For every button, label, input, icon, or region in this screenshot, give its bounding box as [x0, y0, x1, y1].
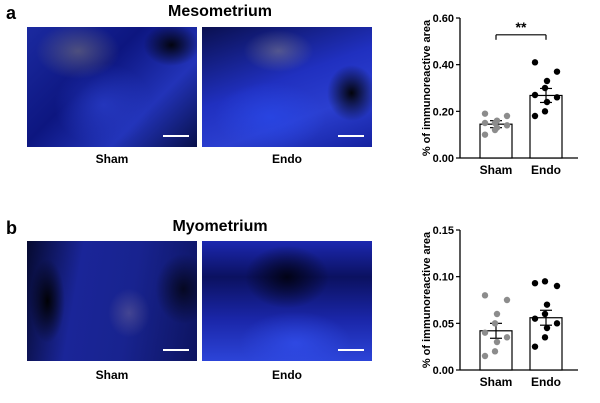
data-point	[541, 278, 549, 285]
data-point	[543, 324, 551, 332]
data-point	[541, 310, 549, 318]
scale-bar	[163, 135, 189, 137]
data-point	[531, 343, 539, 350]
micrograph-mesometrium-sham	[27, 27, 197, 147]
data-point	[481, 110, 489, 117]
data-point	[491, 348, 499, 355]
data-point	[543, 301, 551, 308]
significance-label: **	[516, 19, 527, 35]
scale-bar	[338, 349, 364, 351]
data-point	[541, 108, 549, 115]
micrograph-myometrium-endo	[202, 241, 372, 361]
data-point	[481, 131, 489, 138]
image-label-endo: Endo	[272, 368, 302, 382]
y-tick-label: 0.60	[433, 13, 454, 25]
data-point	[531, 315, 539, 322]
data-point	[541, 84, 549, 92]
data-point	[493, 310, 501, 318]
data-point	[553, 320, 561, 327]
scale-bar	[163, 349, 189, 351]
data-point	[531, 280, 539, 287]
y-tick-label: 0.00	[433, 153, 454, 165]
data-point	[543, 77, 551, 85]
data-point	[481, 352, 489, 360]
y-tick-label: 0.00	[433, 365, 454, 377]
data-point	[543, 98, 551, 106]
bar-endo	[529, 94, 563, 159]
data-point	[553, 282, 561, 290]
data-point	[503, 296, 511, 304]
data-point	[481, 292, 489, 299]
data-point	[503, 122, 511, 129]
panel-title-mesometrium: Mesometrium	[167, 3, 273, 20]
data-point	[493, 117, 501, 124]
data-point	[531, 59, 539, 66]
y-axis-label: % of immunoreactive area	[421, 19, 433, 156]
panel-letter-b: b	[6, 218, 17, 238]
data-point	[541, 334, 549, 341]
y-axis-label: % of immunoreactive area	[421, 231, 433, 368]
y-tick-label: 0.05	[433, 318, 454, 330]
image-label-endo: Endo	[272, 152, 302, 166]
x-tick-label: Sham	[480, 163, 513, 177]
data-point	[493, 338, 501, 346]
y-tick-label: 0.20	[433, 106, 454, 118]
data-point	[481, 119, 489, 127]
image-label-sham: Sham	[95, 368, 129, 382]
x-tick-label: Endo	[531, 163, 561, 177]
data-point	[503, 112, 511, 120]
data-point	[503, 334, 511, 341]
data-point	[491, 320, 499, 327]
micrograph-mesometrium-endo	[202, 27, 372, 147]
data-point	[531, 91, 539, 99]
data-point	[531, 112, 539, 120]
scale-bar	[338, 135, 364, 137]
micrograph-myometrium-sham	[27, 241, 197, 361]
image-label-sham: Sham	[95, 152, 129, 166]
data-point	[553, 68, 561, 75]
panel-letter-a: a	[6, 3, 17, 23]
data-point	[481, 329, 489, 336]
data-point	[553, 94, 561, 101]
y-tick-label: 0.15	[433, 225, 454, 237]
y-tick-label: 0.40	[433, 60, 454, 72]
x-tick-label: Endo	[531, 375, 561, 389]
x-tick-label: Sham	[480, 375, 513, 389]
y-tick-label: 0.10	[433, 272, 454, 284]
panel-title-myometrium: Myometrium	[172, 218, 268, 235]
